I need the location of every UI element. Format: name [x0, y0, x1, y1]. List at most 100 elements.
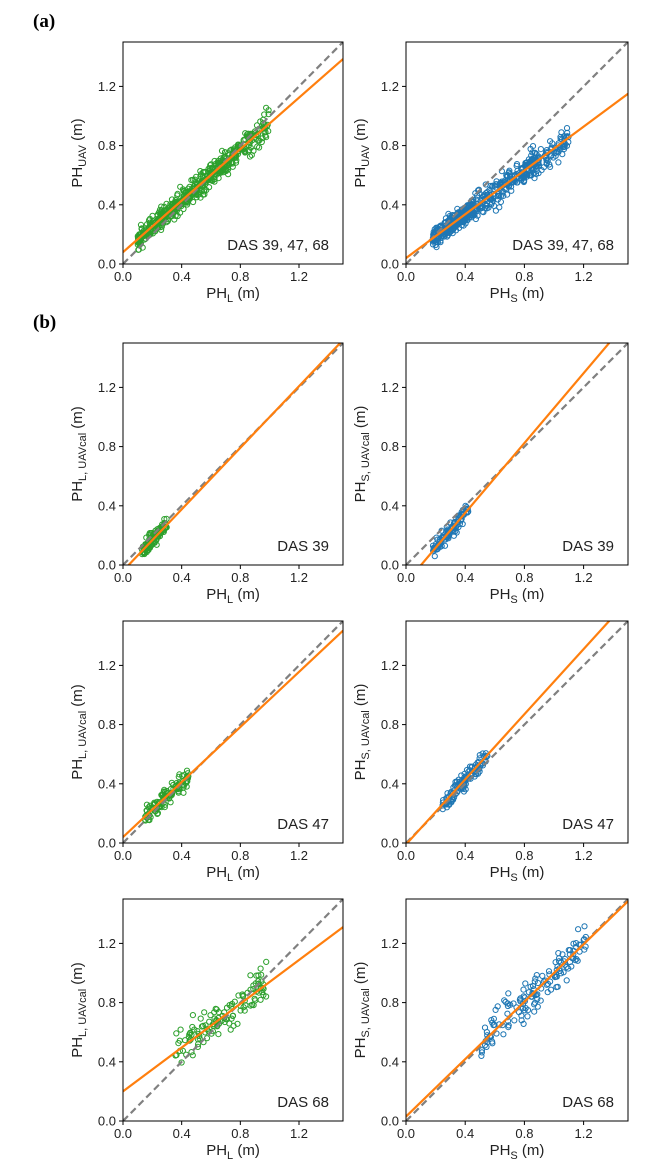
y-tick-label: 0.0 — [381, 1114, 399, 1129]
y-axis-label: PHUAV (m) — [352, 118, 372, 187]
data-point — [529, 143, 537, 150]
data-point — [463, 209, 470, 216]
data-point — [158, 203, 165, 210]
data-point — [498, 183, 505, 190]
x-axis-label: PHS (m) — [490, 285, 545, 305]
data-point — [431, 553, 438, 560]
x-tick-label: 0.8 — [231, 1126, 249, 1141]
data-point — [463, 766, 471, 774]
data-point — [165, 208, 172, 215]
data-point — [471, 210, 478, 218]
das-annotation: DAS 39, 47, 68 — [512, 237, 614, 254]
data-point — [483, 202, 490, 209]
chart-panel-1: 0.0 0.4 0.8 1.2 0.0 0.4 0.8 1.2 PHL (m) PHUAV (m)… — [69, 41, 344, 305]
data-point — [242, 130, 249, 137]
data-point — [253, 132, 260, 139]
data-point — [259, 989, 266, 996]
y-tick-label: 0.8 — [98, 717, 116, 732]
x-axis-label: PHS (m) — [490, 586, 545, 606]
y-axis-label: PHS, UAVcal (m) — [352, 684, 372, 781]
data-point — [570, 951, 577, 958]
x-tick-label: 0.8 — [515, 570, 533, 585]
y-tick-label: 0.8 — [98, 439, 116, 454]
data-point — [508, 187, 515, 194]
y-axis-label: PHS, UAVcal (m) — [352, 406, 372, 503]
data-point — [260, 991, 267, 999]
data-point — [543, 160, 550, 167]
data-point — [555, 159, 562, 166]
data-point — [548, 152, 555, 159]
data-point — [552, 152, 559, 159]
das-annotation: DAS 39 — [277, 538, 329, 555]
chart-panel-7: 0.0 0.4 0.8 1.2 0.0 0.4 0.8 1.2 PHL (m) PHL, UAVc… — [69, 898, 344, 1162]
chart-panel-4: 0.0 0.4 0.8 1.2 0.0 0.4 0.8 1.2 PHS (m) PHS, UAVc… — [352, 342, 629, 606]
data-point — [483, 1029, 490, 1036]
data-point — [470, 199, 477, 206]
data-point — [448, 524, 455, 532]
data-point — [563, 142, 571, 149]
data-point — [510, 1000, 517, 1007]
data-point — [487, 192, 494, 199]
fit-line — [406, 621, 611, 843]
data-point — [537, 146, 545, 153]
data-point — [478, 1052, 485, 1060]
data-point — [494, 191, 502, 198]
chart-panel-3: 0.0 0.4 0.8 1.2 0.0 0.4 0.8 1.2 PHL (m) PHL, UAVc… — [69, 342, 344, 606]
data-point — [260, 120, 267, 127]
data-point — [482, 201, 489, 208]
data-point — [573, 956, 580, 963]
x-tick-label: 0.4 — [456, 848, 474, 863]
y-tick-label: 0.8 — [381, 439, 399, 454]
y-tick-label: 0.4 — [98, 197, 116, 212]
data-point — [478, 1047, 485, 1054]
x-tick-label: 1.2 — [290, 1126, 308, 1141]
data-points — [429, 125, 572, 251]
identity-line — [406, 42, 628, 264]
data-point — [492, 207, 499, 214]
x-tick-label: 0.0 — [397, 269, 415, 284]
y-tick-label: 0.8 — [381, 717, 399, 732]
data-point — [259, 135, 266, 142]
data-point — [505, 1022, 512, 1029]
data-point — [258, 138, 265, 146]
data-point — [511, 1017, 518, 1024]
x-tick-label: 0.4 — [173, 269, 191, 284]
data-point — [513, 161, 521, 168]
data-point — [250, 986, 257, 993]
data-point — [520, 986, 527, 993]
data-point — [574, 957, 581, 964]
data-point — [559, 951, 566, 958]
data-point — [178, 1059, 185, 1066]
data-point — [253, 972, 260, 979]
data-point — [492, 1006, 499, 1014]
data-point — [228, 1003, 235, 1010]
data-point — [512, 178, 519, 185]
y-tick-label: 0.0 — [381, 836, 399, 851]
data-point — [242, 1002, 249, 1009]
data-point — [237, 146, 245, 153]
das-annotation: DAS 68 — [277, 1094, 329, 1111]
data-point — [464, 505, 471, 513]
data-point — [177, 1026, 184, 1033]
data-point — [518, 176, 525, 183]
data-point — [581, 923, 588, 930]
data-point — [174, 190, 181, 197]
x-tick-label: 0.0 — [114, 570, 132, 585]
x-tick-label: 0.4 — [173, 570, 191, 585]
y-tick-label: 1.2 — [98, 380, 116, 395]
data-point — [207, 161, 215, 168]
x-axis-label: PHS (m) — [490, 1142, 545, 1162]
data-point — [214, 1023, 221, 1030]
data-point — [197, 1015, 204, 1022]
chart-panel-8: 0.0 0.4 0.8 1.2 0.0 0.4 0.8 1.2 PHS (m) PHS, UAVc… — [352, 898, 629, 1162]
data-point — [173, 1030, 180, 1037]
data-points — [478, 923, 589, 1060]
data-point — [265, 107, 272, 114]
data-point — [504, 1010, 511, 1017]
data-point — [175, 1040, 182, 1047]
x-tick-label: 0.0 — [397, 570, 415, 585]
data-point — [263, 134, 270, 141]
data-point — [470, 212, 477, 219]
data-point — [206, 1018, 213, 1025]
